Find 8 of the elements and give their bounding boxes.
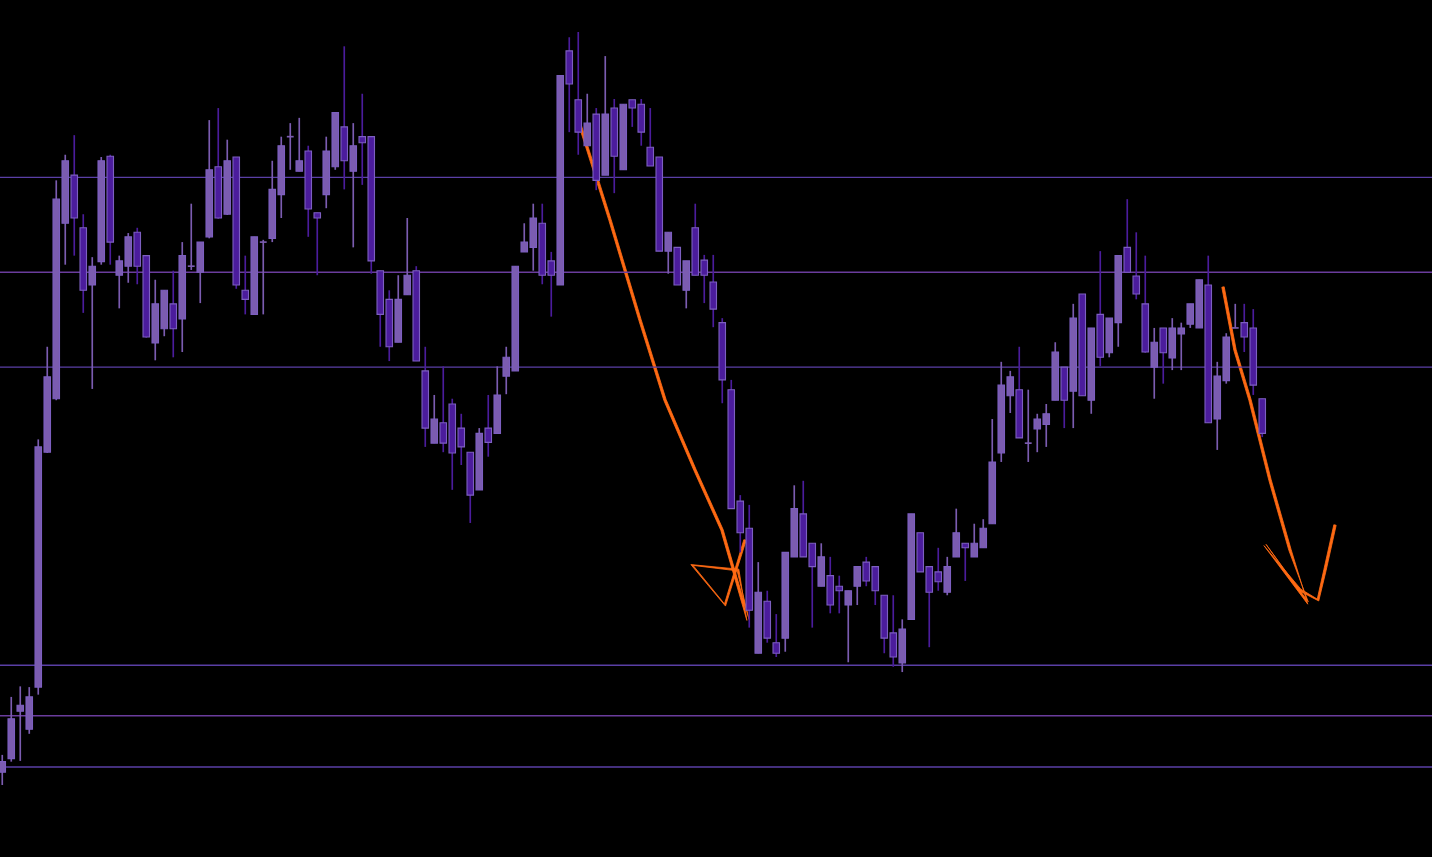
- candlestick: [285, 122, 295, 171]
- candlestick: [0, 754, 7, 786]
- candlestick: [313, 211, 322, 277]
- candlestick: [1023, 388, 1033, 463]
- candlestick: [772, 613, 781, 658]
- candlestick: [1132, 231, 1141, 301]
- candlestick: [1230, 303, 1240, 329]
- candlestick: [258, 238, 268, 316]
